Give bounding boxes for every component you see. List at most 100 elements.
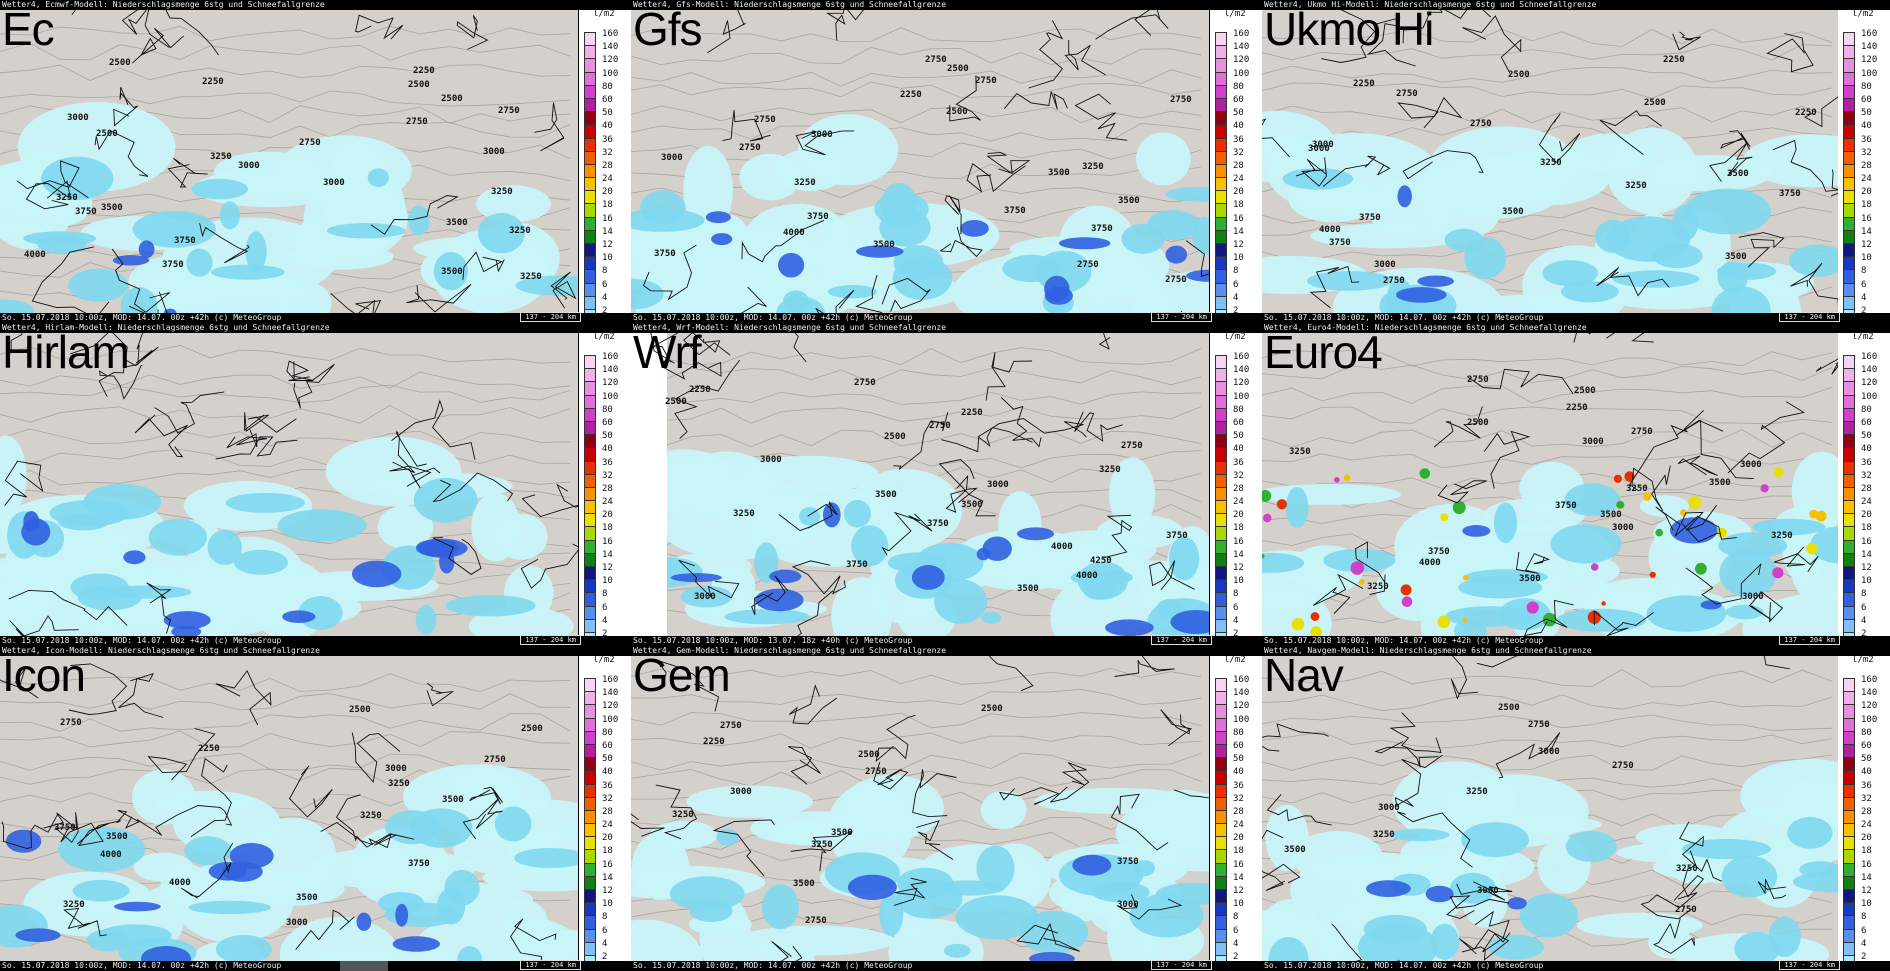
legend-swatch: 50 <box>1843 431 1872 448</box>
isoline-label: 3500 <box>1118 196 1140 206</box>
isoline-label: 3250 <box>1367 582 1389 592</box>
isoline-label: 2250 <box>413 66 435 76</box>
legend-level-label: 140 <box>1861 42 1878 53</box>
legend-level-label: 32 <box>602 147 613 158</box>
isoline-label: 3000 <box>1312 140 1334 150</box>
legend-swatch: 160 <box>584 675 618 692</box>
legend-swatch: 36 <box>584 458 613 474</box>
legend-swatch: 32 <box>1843 148 1872 164</box>
legend-swatch: 24 <box>1215 497 1244 514</box>
legend-swatch: 14 <box>1843 873 1872 889</box>
legend-level-label: 40 <box>602 444 613 455</box>
isoline-label: 3000 <box>1612 523 1634 533</box>
legend-level-label: 60 <box>1861 94 1872 105</box>
isoline-label: 3500 <box>442 795 464 805</box>
legend-level-label: 8 <box>1233 912 1239 923</box>
legend-swatch: 60 <box>1843 418 1872 435</box>
legend-level-label: 2 <box>1861 305 1867 316</box>
panel-footer: So. 15.07.2018 10:00z, MOD: 13.07. 18z +… <box>631 636 1262 646</box>
legend-level-label: 120 <box>1233 701 1250 712</box>
isoline-label: 3750 <box>54 823 76 833</box>
model-panel: Wetter4, Hirlam-Modell: Niederschlagsmen… <box>0 323 631 646</box>
legend-swatch: 28 <box>1843 484 1872 501</box>
isoline-label: 3500 <box>1725 252 1747 262</box>
legend-swatch: 20 <box>1215 510 1244 527</box>
legend-level-label: 12 <box>1861 240 1872 250</box>
precipitation-map: 2750 2500 2250 2500 2750 3000 3250 3000 3500 3250… <box>1262 333 1840 636</box>
legend-swatch: 6 <box>1843 280 1866 296</box>
legend-level-label: 40 <box>1233 121 1244 132</box>
legend-swatch: 4 <box>584 293 607 309</box>
legend-level-label: 18 <box>1861 200 1872 211</box>
legend-swatch: 28 <box>584 484 613 501</box>
legend-swatch: 12 <box>1843 563 1872 580</box>
legend-swatch: 32 <box>1843 794 1872 810</box>
isoline-label: 4000 <box>1419 558 1441 568</box>
legend-level-label: 60 <box>602 94 613 105</box>
legend-level-label: 12 <box>1233 563 1244 573</box>
isoline-label: 3750 <box>1004 206 1026 216</box>
isoline-label: 3250 <box>210 152 232 162</box>
precipitation-legend: l/m2 160 140 120 100 80 60 50 40 36 32 28 24 20 18 16 14… <box>579 9 631 323</box>
legend-color-bar: 160 140 120 100 80 60 50 40 36 32 28 24 20 18 16 14 12 10… <box>1843 29 1877 323</box>
legend-swatch: 40 <box>584 444 613 461</box>
isoline-label: 3000 <box>1374 260 1396 270</box>
legend-swatch: 18 <box>584 846 613 863</box>
legend-swatch: 140 <box>584 365 618 382</box>
legend-swatch: 40 <box>1843 767 1872 784</box>
isoline-label: 3750 <box>846 560 868 570</box>
legend-swatch: 160 <box>584 352 618 369</box>
legend-swatch: 120 <box>1215 378 1249 395</box>
legend-level-label: 160 <box>1233 675 1250 685</box>
legend-level-label: 32 <box>1861 147 1872 158</box>
isoline-label: 4000 <box>169 878 191 888</box>
legend-swatch: 60 <box>1843 741 1872 758</box>
legend-swatch: 20 <box>1843 833 1872 850</box>
legend-level-label: 28 <box>1233 160 1244 171</box>
panel-header: Wetter4, Icon-Modell: Niederschlagsmenge… <box>0 646 631 656</box>
legend-level-label: 36 <box>1861 457 1872 468</box>
legend-swatch: 160 <box>1215 675 1249 692</box>
legend-swatch: 16 <box>1843 860 1872 876</box>
isoline-label: 2750 <box>1383 276 1405 286</box>
legend-swatch: 50 <box>1843 108 1872 125</box>
model-panel: Wetter4, Gem-Modell: Niederschlagsmenge … <box>631 646 1262 971</box>
model-panel: Wetter4, Ukmo Hi-Modell: Niederschlagsme… <box>1262 0 1890 323</box>
legend-level-label: 12 <box>602 563 613 573</box>
legend-level-label: 16 <box>1861 859 1872 870</box>
legend-swatch: 100 <box>584 69 618 85</box>
isoline-label: 4000 <box>1076 571 1098 581</box>
legend-swatch: 16 <box>584 537 613 553</box>
isoline-label: 3250 <box>1540 158 1562 168</box>
legend-swatch: 140 <box>1215 688 1249 705</box>
legend-level-label: 28 <box>602 806 613 817</box>
legend-level-label: 24 <box>1233 820 1244 831</box>
legend-level-label: 36 <box>1861 134 1872 145</box>
isoline-label: 2750 <box>1170 95 1192 105</box>
isoline-label: 3000 <box>1378 803 1400 813</box>
isoline-label: 2500 <box>1574 386 1596 396</box>
isoline-label: 2750 <box>406 117 428 127</box>
legend-swatch: 40 <box>1215 444 1244 461</box>
isoline-label: 3750 <box>162 260 184 270</box>
precipitation-map: 2750 2500 2750 2250 2750 2500 2750 3000 2750 3000… <box>631 10 1209 313</box>
legend-swatch: 4 <box>1843 616 1866 632</box>
legend-level-label: 4 <box>602 292 608 303</box>
legend-swatch: 120 <box>1215 55 1249 72</box>
isoline-label: 2750 <box>929 421 951 431</box>
isoline-label: 3500 <box>1048 168 1070 178</box>
legend-level-label: 160 <box>1233 352 1250 362</box>
legend-swatch: 32 <box>1215 794 1244 810</box>
legend-swatch: 140 <box>584 688 618 705</box>
legend-level-label: 60 <box>1861 417 1872 428</box>
legend-level-label: 28 <box>602 160 613 171</box>
legend-swatch: 80 <box>1215 728 1244 744</box>
legend-level-label: 16 <box>602 536 613 547</box>
legend-swatch: 8 <box>1843 912 1866 929</box>
legend-swatch: 8 <box>584 912 607 929</box>
legend-level-label: 80 <box>602 81 613 92</box>
legend-level-label: 60 <box>1233 417 1244 428</box>
legend-swatch: 16 <box>1843 537 1872 553</box>
legend-level-label: 20 <box>602 510 613 521</box>
distance-scale: 137 - 204 km <box>1779 312 1840 322</box>
